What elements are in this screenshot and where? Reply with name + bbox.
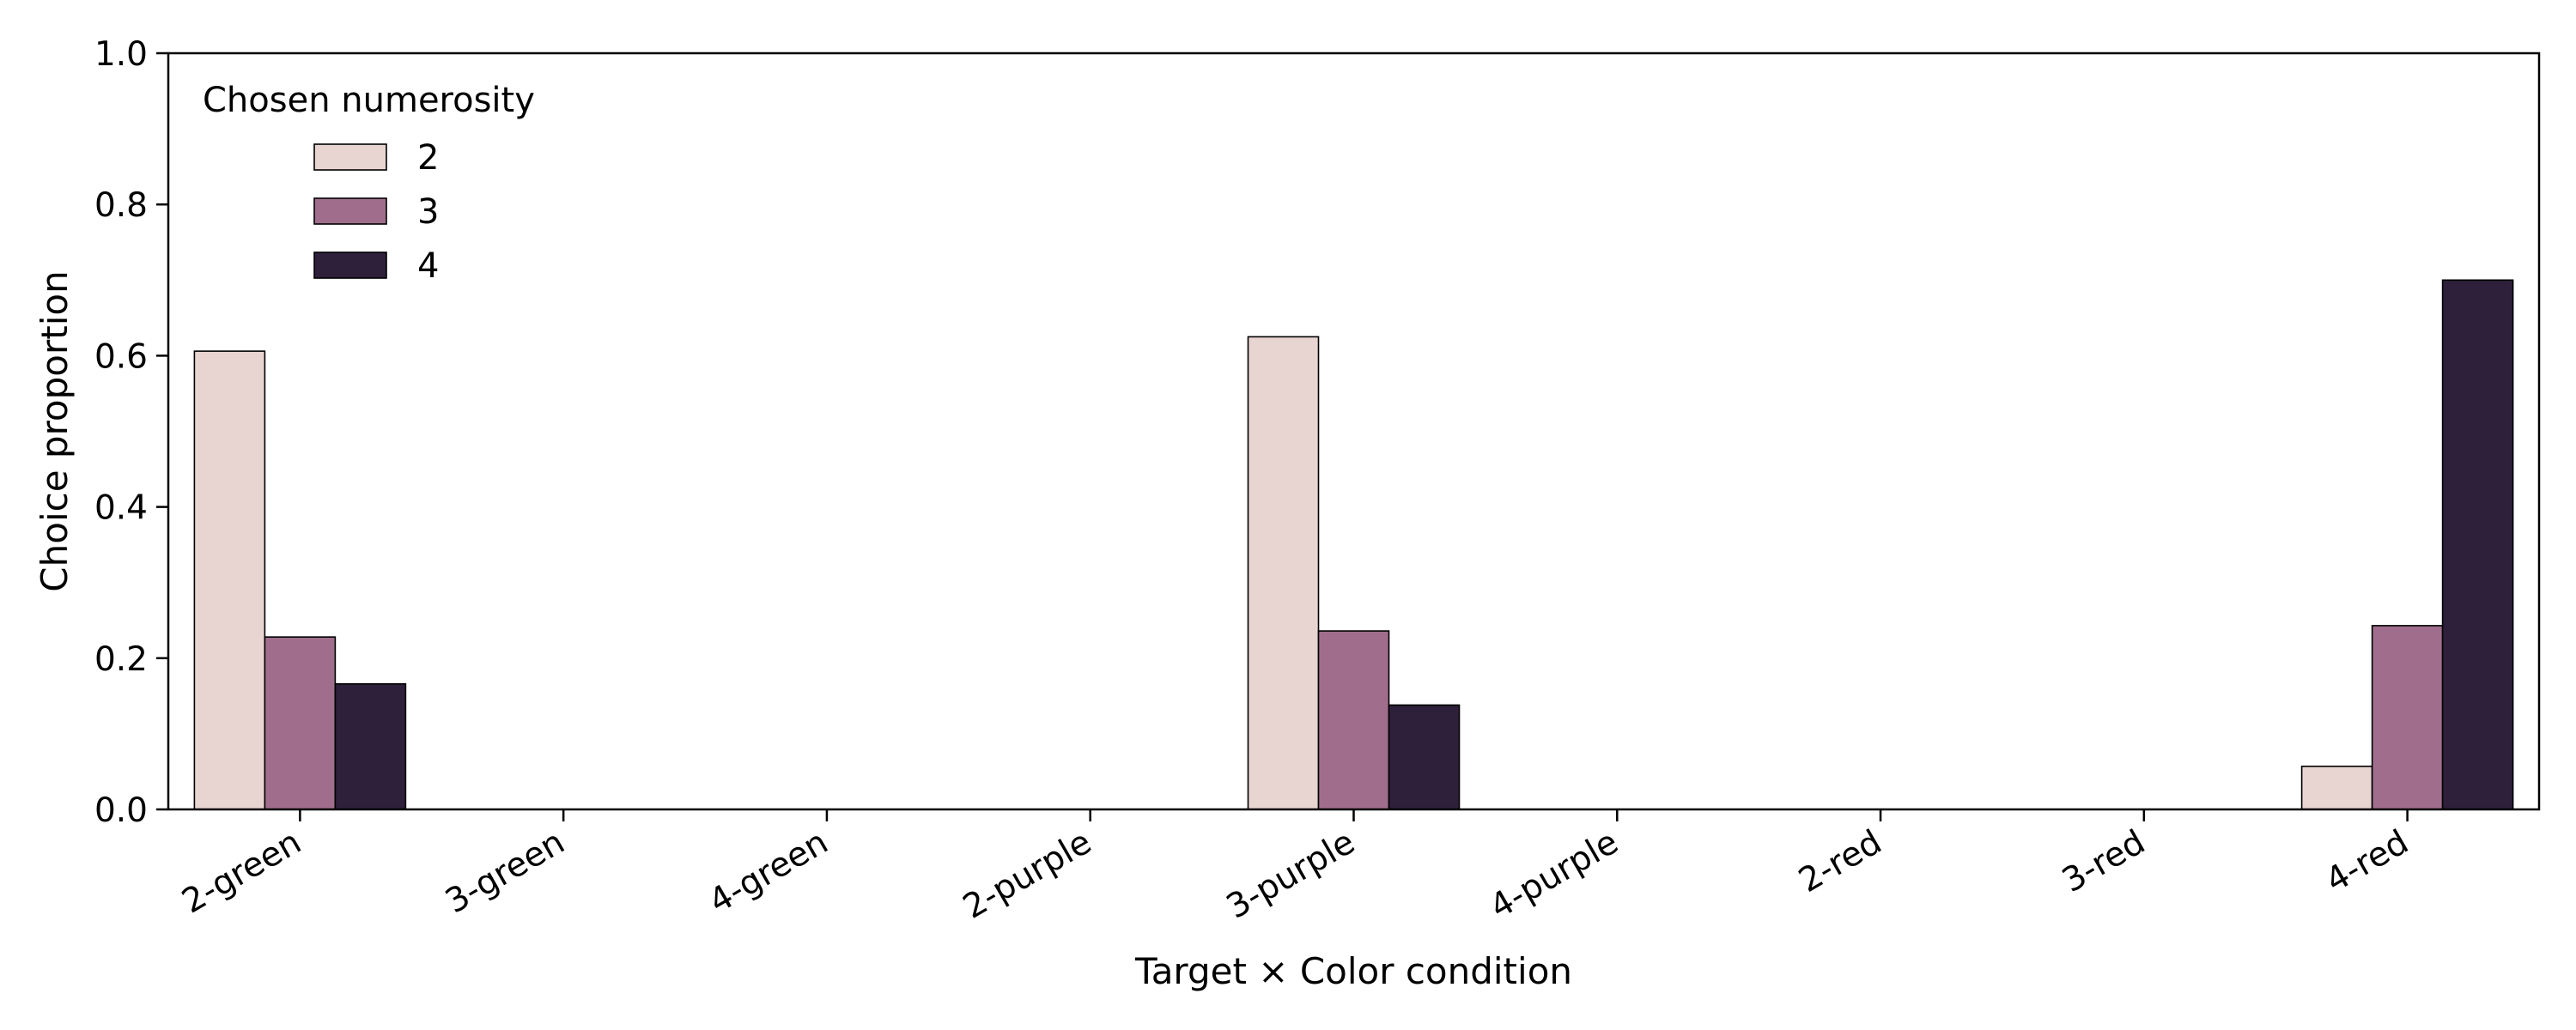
y-axis-label: Choice proportion [33, 270, 76, 591]
legend-swatch-2 [313, 143, 387, 171]
x-tick-label: 4-purple [1484, 823, 1625, 927]
x-tick-label: 2-purple [957, 823, 1098, 927]
x-tick-label: 2-green [176, 823, 308, 922]
x-tick-label: 2-red [1793, 823, 1889, 900]
bars-layer [193, 279, 2514, 810]
bar-2-green-series-4 [334, 682, 407, 810]
legend-swatch-3 [313, 197, 387, 225]
legend-title: Chosen numerosity [203, 81, 535, 120]
x-axis: 2-green 3-green 4-green 2-purple 3-purple 4-p… [176, 809, 2415, 927]
legend-label: 2 [417, 138, 439, 178]
legend-swatch-4 [313, 251, 387, 279]
x-axis-label: Target × Color condition [1134, 950, 1572, 992]
legend: Chosen numerosity 2 3 4 [203, 81, 535, 286]
x-tick-label: 3-purple [1220, 823, 1362, 927]
bar-3-purple-series-4 [1388, 704, 1461, 810]
bar-3-purple-series-2 [1247, 336, 1320, 810]
y-tick-label: 0.6 [94, 337, 148, 376]
x-tick-label: 3-red [2056, 823, 2152, 900]
x-tick-label: 4-green [702, 823, 835, 922]
bar-2-green-series-2 [193, 350, 266, 810]
y-tick-label: 0.8 [94, 186, 148, 225]
legend-label: 3 [417, 192, 439, 232]
bar-2-green-series-3 [264, 636, 337, 810]
bar-3-purple-series-3 [1317, 630, 1390, 810]
y-tick-label: 0.2 [94, 640, 148, 679]
y-tick-label: 1.0 [94, 35, 148, 74]
bar-4-red-series-4 [2441, 279, 2514, 810]
legend-label: 4 [417, 246, 439, 286]
y-tick-label: 0.0 [94, 791, 148, 830]
y-tick-label: 0.4 [94, 489, 148, 528]
y-axis: 0.0 0.2 0.4 0.6 0.8 1.0 [94, 35, 168, 830]
x-tick-label: 3-green [439, 823, 571, 922]
bar-4-red-series-3 [2371, 625, 2444, 810]
x-tick-label: 4-red [2319, 823, 2415, 900]
bar-4-red-series-2 [2300, 765, 2373, 810]
